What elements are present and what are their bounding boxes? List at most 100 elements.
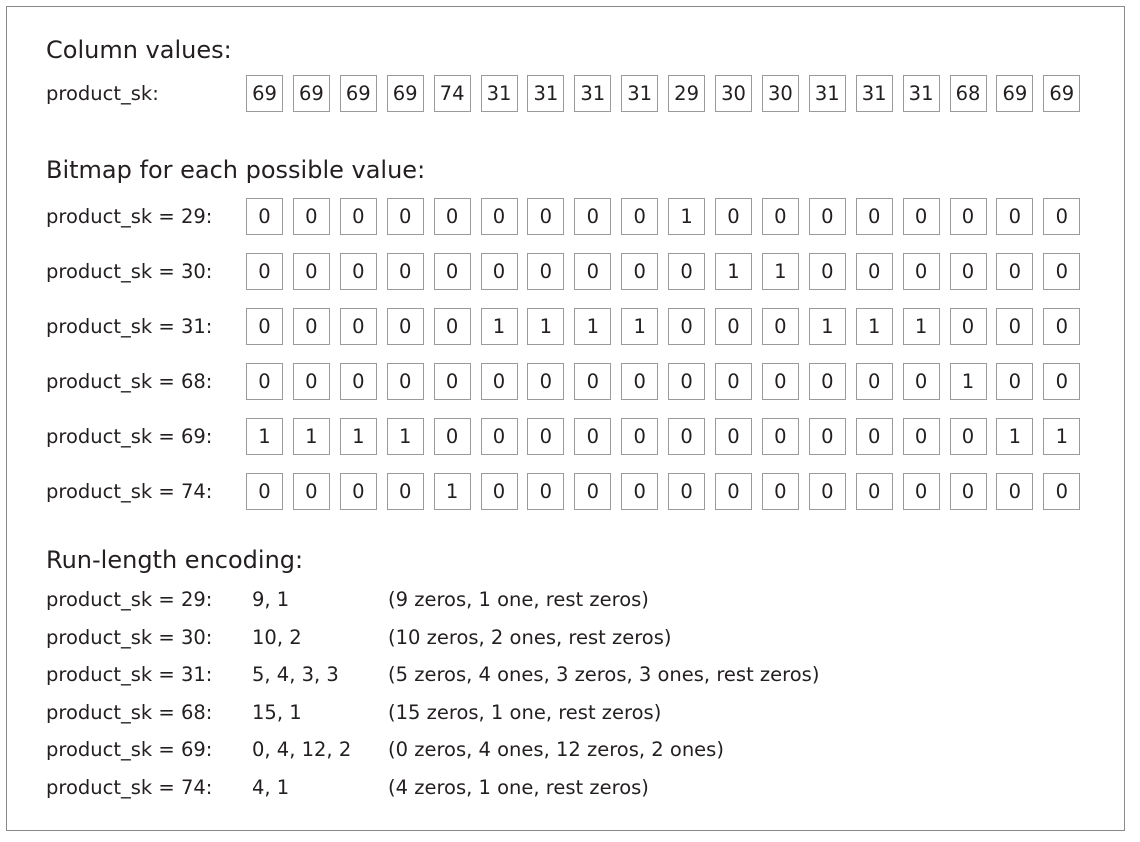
value-cell: 0 [527,198,565,235]
rle-note: (9 zeros, 1 one, rest zeros) [388,588,649,611]
rle-row: product_sk = 31: 5, 4, 3, 3 (5 zeros, 4 on… [46,660,1046,690]
value-cell: 0 [949,417,987,455]
bitmap-row: product_sk = 31: 0 0 0 0 0 1 1 1 1 0 0 0 1 1 1 0 0 0 [46,307,1126,346]
value-cell: 31 [480,75,518,112]
value-cell: 0 [527,362,565,400]
value-cell: 0 [855,417,893,455]
value-cell: 0 [808,198,846,235]
value-cell: 0 [480,472,518,510]
value-cell: 1 [1043,417,1081,455]
value-cell: 1 [292,417,330,455]
value-cell: 69 [1043,75,1081,112]
value-cell: 0 [668,417,706,455]
rle-label: product_sk = 68: [46,700,213,724]
value-cell: 0 [386,472,424,510]
value-cell: 0 [574,362,612,400]
value-cell: 0 [621,198,659,235]
bitmap-label: product_sk = 69: [46,424,213,448]
value-cell: 31 [621,75,659,112]
value-cell: 0 [386,362,424,400]
value-cell: 0 [761,417,799,455]
value-cell: 0 [996,252,1034,290]
value-cell: 31 [902,75,940,112]
value-cell: 0 [480,252,518,290]
value-cell: 0 [949,472,987,510]
value-cell: 1 [339,417,377,455]
rle-note: (10 zeros, 2 ones, rest zeros) [388,625,672,649]
value-cell: 0 [902,362,940,400]
column-label: product_sk: [46,82,159,105]
value-cell: 0 [1043,198,1081,235]
value-cell: 0 [855,362,893,400]
value-cell: 1 [574,307,612,345]
rle-label: product_sk = 30: [46,625,213,649]
rle-row: product_sk = 29: 9, 1 (9 zeros, 1 one, res… [46,585,1046,615]
value-cell: 1 [808,307,846,345]
value-cell: 0 [339,362,377,400]
value-cell: 0 [855,472,893,510]
value-cell: 0 [574,252,612,290]
value-cell: 1 [855,307,893,345]
bitmap-row: product_sk = 69: 1 1 1 1 0 0 0 0 0 0 0 0 0 0 0 0 1 1 [46,417,1126,456]
value-cell: 0 [292,198,330,235]
value-cell: 0 [1043,362,1081,400]
value-cell: 1 [949,362,987,400]
value-cell: 0 [433,307,471,345]
value-cell: 0 [246,472,283,510]
rle-label: product_sk = 29: [46,588,213,611]
value-cell: 0 [668,362,706,400]
value-cell: 0 [621,362,659,400]
value-cell: 29 [668,75,706,112]
rle-heading: Run-length encoding: [46,546,304,574]
value-cell: 69 [339,75,377,112]
value-cell: 1 [246,417,283,455]
rle-row: product_sk = 74: 4, 1 (4 zeros, 1 one, res… [46,773,1046,803]
value-cell: 0 [339,307,377,345]
value-cell: 0 [855,198,893,235]
value-cell: 0 [949,198,987,235]
value-cell: 31 [808,75,846,112]
value-cell: 1 [386,417,424,455]
bitmap-label: product_sk = 68: [46,369,213,393]
value-cell: 0 [621,252,659,290]
value-cell: 0 [715,307,752,345]
value-cell: 0 [527,252,565,290]
bitmap-row: product_sk = 68: 0 0 0 0 0 0 0 0 0 0 0 0 0 0 0 1 0 0 [46,362,1126,401]
bitmap-row: product_sk = 74: 0 0 0 0 1 0 0 0 0 0 0 0 0 0 0 0 0 0 [46,472,1126,511]
value-cell: 0 [761,198,799,235]
bitmap-row: product_sk = 30: 0 0 0 0 0 0 0 0 0 0 1 1 0 0 0 0 0 0 [46,252,1126,291]
value-cell: 0 [574,198,612,235]
value-cell: 0 [715,198,752,235]
value-cell: 30 [761,75,799,112]
value-cell: 0 [761,472,799,510]
value-cell: 0 [292,362,330,400]
value-cell: 0 [949,252,987,290]
value-cell: 0 [480,198,518,235]
rle-runs: 9, 1 [252,588,290,611]
rle-runs: 5, 4, 3, 3 [252,663,339,687]
value-cell: 0 [808,252,846,290]
value-cell: 0 [433,252,471,290]
value-cell: 0 [433,198,471,235]
value-cell: 0 [574,417,612,455]
value-cell: 0 [246,198,283,235]
value-cell: 0 [715,417,752,455]
value-cell: 68 [949,75,987,112]
value-cell: 0 [808,362,846,400]
value-cell: 31 [855,75,893,112]
value-cell: 0 [668,252,706,290]
rle-label: product_sk = 74: [46,776,213,799]
column-values-heading: Column values: [46,36,232,64]
value-cell: 0 [246,307,283,345]
value-cell: 0 [246,252,283,290]
value-cell: 0 [1043,472,1081,510]
value-cell: 1 [715,252,752,290]
value-cell: 30 [715,75,752,112]
column-values-row: product_sk: 69 69 69 69 74 31 31 31 31 29 30 30 31 31… [46,75,1126,113]
rle-label: product_sk = 69: [46,738,213,762]
value-cell: 1 [902,307,940,345]
value-cell: 0 [902,252,940,290]
value-cell: 0 [480,362,518,400]
value-cell: 0 [527,472,565,510]
value-cell: 0 [902,198,940,235]
